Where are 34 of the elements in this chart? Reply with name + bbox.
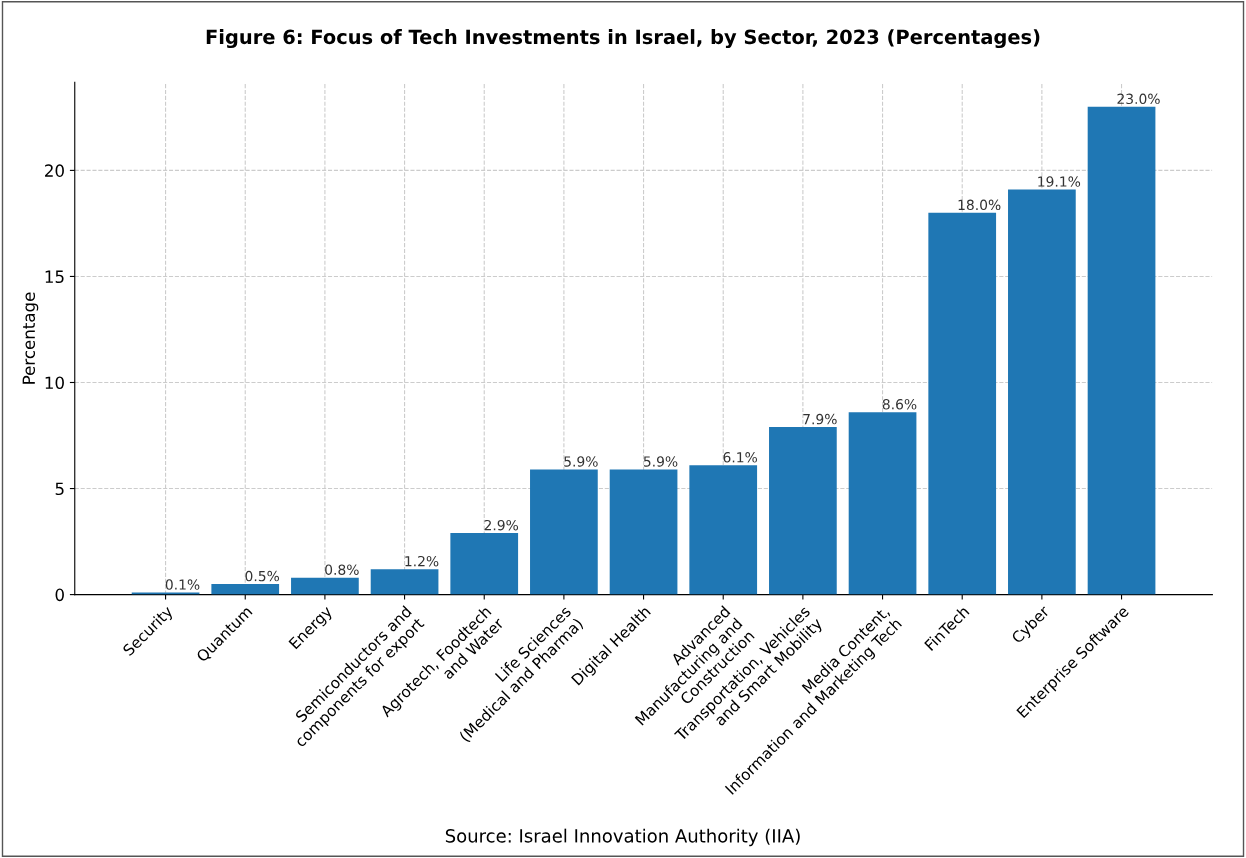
bar <box>1087 106 1156 595</box>
bar <box>928 212 997 595</box>
data-label: 0.5% <box>245 570 280 582</box>
bar <box>609 469 678 595</box>
y-axis-title: Percentage <box>22 292 39 384</box>
data-label: 7.9% <box>803 413 837 425</box>
data-label: 5.9% <box>643 456 678 467</box>
bar <box>530 469 598 595</box>
y-tick-label: 15 <box>45 270 64 284</box>
data-label: 19.1% <box>1038 176 1081 187</box>
data-label: 23.0% <box>1117 93 1160 105</box>
data-label: 0.8% <box>325 564 359 575</box>
data-label: 6.1% <box>723 452 758 463</box>
bar <box>848 412 917 595</box>
data-label: 2.9% <box>484 519 519 531</box>
bar <box>769 427 837 595</box>
y-tick-label: 0 <box>55 588 64 602</box>
bar <box>370 569 439 595</box>
bar <box>1008 189 1076 595</box>
y-tick-label: 20 <box>45 164 64 177</box>
chart-title: Figure 6: Focus of Tech Investments in Israel, by Sector, 2023 (Percentages) <box>206 29 1040 49</box>
y-tick-label: 10 <box>45 376 64 390</box>
source-note: Source: Israel Innovation Authority (IIA) <box>445 828 800 847</box>
bar <box>131 592 200 595</box>
data-label: 0.1% <box>165 579 200 590</box>
bar <box>450 533 519 595</box>
bar <box>291 577 359 595</box>
data-label: 18.0% <box>958 199 1001 211</box>
y-tick-label: 5 <box>55 482 64 496</box>
bar <box>689 465 758 595</box>
bar <box>211 583 280 595</box>
data-label: 5.9% <box>564 456 598 467</box>
data-label: 8.6% <box>882 398 917 410</box>
data-label: 1.2% <box>405 555 439 567</box>
